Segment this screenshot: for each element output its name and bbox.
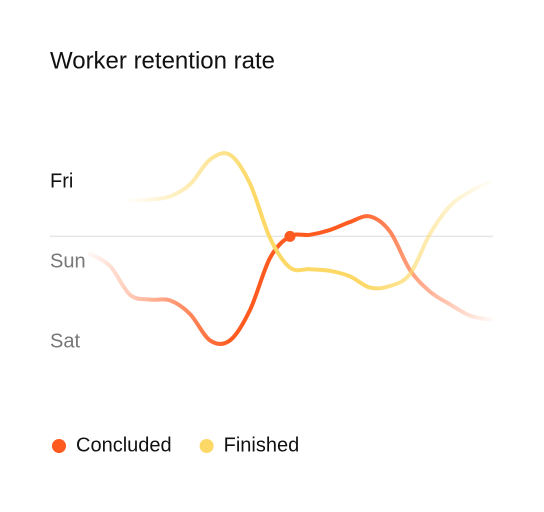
legend-swatch [52, 439, 66, 453]
legend-label: Finished [224, 434, 300, 456]
y-tick-label: Sun [50, 250, 86, 272]
y-tick-label: Fri [50, 170, 73, 192]
series-line [128, 151, 492, 291]
highlight-point [284, 230, 296, 242]
chart-title: Worker retention rate [50, 47, 275, 74]
legend-label: Concluded [76, 434, 172, 456]
legend-swatch [199, 439, 214, 453]
y-tick-label: Sat [50, 330, 80, 352]
